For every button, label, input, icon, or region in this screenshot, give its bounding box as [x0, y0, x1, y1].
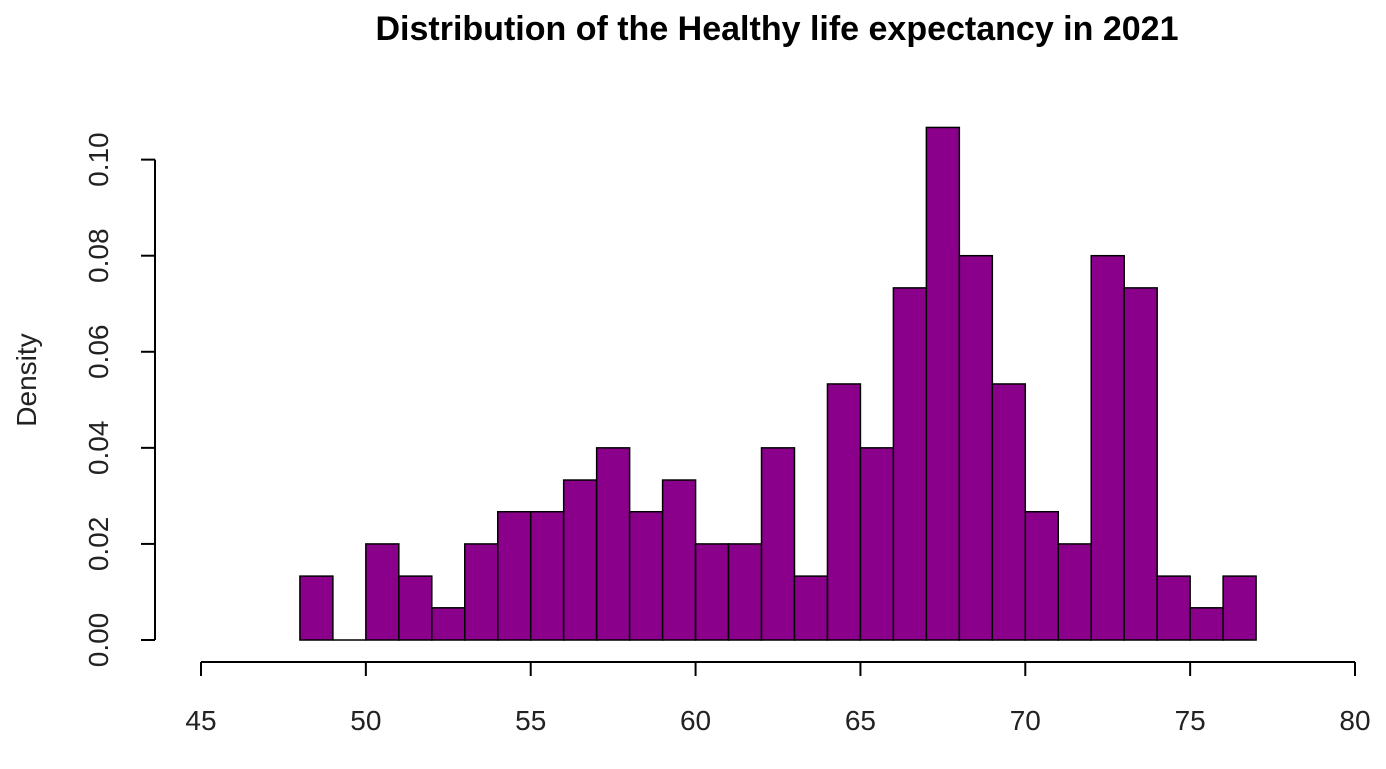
x-tick-label: 60	[680, 705, 711, 736]
x-tick-label: 70	[1010, 705, 1041, 736]
histogram-bar	[1057, 543, 1092, 641]
histogram-bar	[760, 447, 796, 641]
histogram-bar	[727, 543, 763, 641]
x-axis: 45 50 55 60 65 70 75 80	[185, 661, 1371, 736]
y-tick-label: 0.10	[83, 132, 114, 187]
histogram-bar	[496, 510, 532, 641]
y-tick-label: 0.00	[83, 613, 114, 668]
x-tick-label: 65	[845, 705, 876, 736]
histogram-bar	[826, 383, 862, 641]
histogram-bar	[661, 479, 697, 641]
histogram-bar	[991, 383, 1027, 641]
histogram-bar	[562, 479, 598, 641]
histogram-bar	[595, 447, 631, 641]
histogram-bar	[892, 287, 928, 641]
x-tick-label: 50	[350, 705, 381, 736]
histogram-bar	[925, 126, 961, 641]
chart-title: Distribution of the Healthy life expecta…	[376, 10, 1179, 48]
histogram-bar	[793, 575, 829, 641]
x-tick-label: 55	[515, 705, 546, 736]
x-tick-label: 80	[1339, 705, 1370, 736]
histogram-bar	[1024, 510, 1060, 641]
histogram-bar	[1123, 287, 1158, 641]
y-tick-label: 0.06	[83, 325, 114, 380]
x-tick-label: 75	[1175, 705, 1206, 736]
histogram-bar	[1222, 575, 1257, 641]
y-axis-title: Density	[11, 333, 42, 426]
histogram-bar	[464, 543, 499, 641]
histogram-bar	[859, 447, 895, 641]
bars-layer	[299, 126, 1257, 641]
histogram-bar	[299, 575, 334, 641]
histogram-bar	[1090, 254, 1125, 641]
y-axis: 0.00 0.02 0.04 0.06 0.08 0.10	[83, 132, 156, 668]
histogram-bar	[529, 510, 565, 641]
histogram-bar	[628, 510, 664, 641]
histogram-bar	[365, 543, 400, 641]
histogram-bar	[1189, 607, 1224, 641]
histogram-bar	[694, 543, 730, 641]
x-tick-label: 45	[185, 705, 216, 736]
y-tick-label: 0.08	[83, 228, 114, 283]
histogram-bar	[1156, 575, 1191, 641]
y-tick-label: 0.02	[83, 517, 114, 572]
y-tick-label: 0.04	[83, 421, 114, 476]
histogram-bar	[958, 254, 994, 641]
histogram-bar	[398, 575, 433, 641]
histogram-bar	[431, 607, 466, 641]
